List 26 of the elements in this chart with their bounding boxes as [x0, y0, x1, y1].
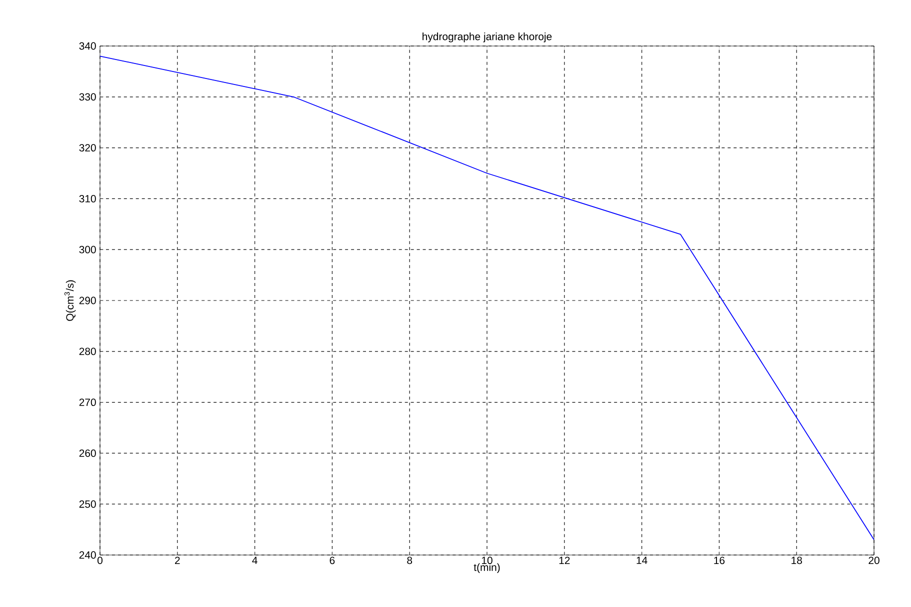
x-axis-title: t(min)	[474, 563, 500, 574]
x-tick-label: 6	[330, 556, 335, 564]
y-tick-label: 280	[79, 348, 96, 356]
y-tick-label: 270	[79, 398, 96, 406]
x-tick-label: 12	[559, 556, 570, 564]
y-tick-label: 250	[79, 500, 96, 508]
y-tick-label: 260	[79, 450, 96, 457]
x-tick-label: 20	[868, 556, 880, 564]
x-tick-label: 14	[636, 556, 648, 564]
x-tick-label: 2	[175, 556, 180, 564]
x-tick-label: 16	[714, 556, 725, 564]
line-series	[100, 56, 874, 540]
y-axis-title: Q(cm$^{3}$/s)	[64, 280, 76, 321]
y-tick-label: 320	[79, 144, 96, 152]
x-tick-label: 10	[482, 556, 492, 564]
y-tick-label: 310	[79, 195, 96, 202]
y-tick-label: 240	[79, 551, 96, 559]
y-tick-label: 330	[79, 93, 96, 101]
chart-title: hydrographe jariane khoroje	[422, 32, 552, 42]
x-tick-label: 0	[97, 556, 102, 564]
x-tick-label: 18	[792, 556, 802, 564]
y-tick-label: 290	[79, 296, 96, 304]
y-tick-label: 300	[79, 246, 96, 254]
y-tick-label: 340	[79, 42, 96, 50]
x-tick-label: 8	[407, 556, 412, 564]
x-tick-label: 4	[252, 556, 258, 564]
